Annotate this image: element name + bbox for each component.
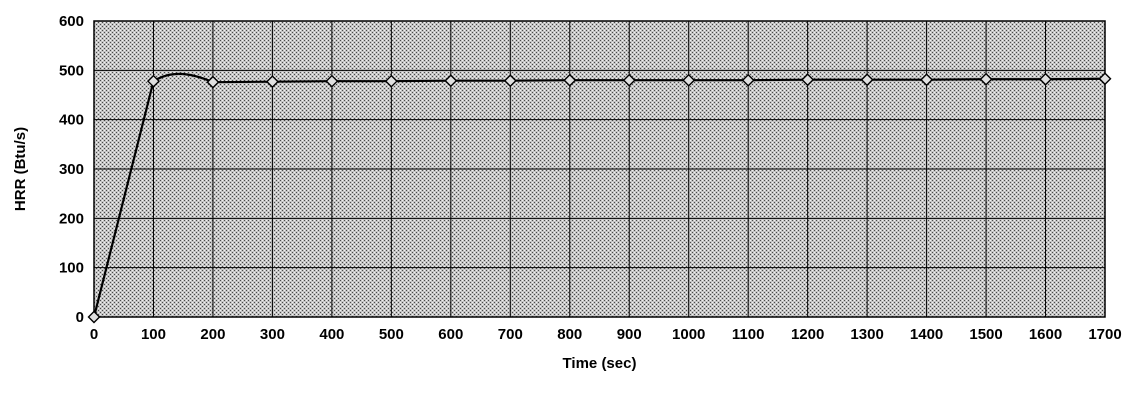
x-tick-label: 700 xyxy=(498,326,523,343)
y-axis-title: HRR (Btu/s) xyxy=(12,127,29,211)
y-tick-label: 100 xyxy=(59,260,84,277)
data-point-marker xyxy=(860,73,874,87)
data-point-marker xyxy=(741,73,755,87)
x-tick-label: 1000 xyxy=(672,326,705,343)
y-tick-label: 0 xyxy=(76,309,84,326)
data-point-marker xyxy=(920,73,934,87)
series-layer xyxy=(87,72,1112,324)
data-point-marker xyxy=(682,73,696,87)
data-point-marker xyxy=(1039,72,1053,86)
y-tick-label: 300 xyxy=(59,161,84,178)
data-point-marker xyxy=(325,74,339,88)
x-tick-label: 400 xyxy=(319,326,344,343)
data-point-marker xyxy=(801,73,815,87)
x-tick-label: 0 xyxy=(90,326,98,343)
x-tick-label: 1600 xyxy=(1029,326,1062,343)
data-point-marker xyxy=(384,74,398,88)
x-tick-label: 800 xyxy=(557,326,582,343)
y-axis: 0 100 200 300 400 500 600 xyxy=(59,13,84,326)
x-tick-label: 1400 xyxy=(910,326,943,343)
x-tick-label: 1700 xyxy=(1088,326,1121,343)
x-tick-label: 600 xyxy=(438,326,463,343)
data-point-marker xyxy=(563,73,577,87)
y-tick-label: 400 xyxy=(59,112,84,129)
data-point-marker xyxy=(206,75,220,89)
y-tick-label: 500 xyxy=(59,62,84,79)
x-tick-label: 100 xyxy=(141,326,166,343)
x-tick-label: 200 xyxy=(200,326,225,343)
data-point-marker xyxy=(265,75,279,89)
x-tick-label: 900 xyxy=(617,326,642,343)
y-tick-label: 600 xyxy=(59,13,84,30)
series-line xyxy=(92,72,1106,318)
x-tick-label: 1500 xyxy=(969,326,1002,343)
x-tick-label: 1300 xyxy=(850,326,883,343)
data-point-marker xyxy=(503,74,517,88)
y-tick-label: 200 xyxy=(59,210,84,227)
data-point-marker xyxy=(979,72,993,86)
data-point-marker xyxy=(1098,72,1112,86)
x-tick-label: 300 xyxy=(260,326,285,343)
data-point-marker xyxy=(87,310,101,324)
x-tick-label: 1100 xyxy=(732,326,765,343)
data-point-marker xyxy=(146,74,160,88)
x-tick-label: 1200 xyxy=(791,326,824,343)
x-axis-title: Time (sec) xyxy=(563,355,637,372)
x-axis: 0 100 200 300 400 500 600 700 800 900 1000 1100 1200… xyxy=(90,326,1122,343)
gridlines xyxy=(93,20,1106,318)
data-point-marker xyxy=(622,73,636,87)
data-point-marker xyxy=(444,74,458,88)
x-tick-label: 500 xyxy=(379,326,404,343)
